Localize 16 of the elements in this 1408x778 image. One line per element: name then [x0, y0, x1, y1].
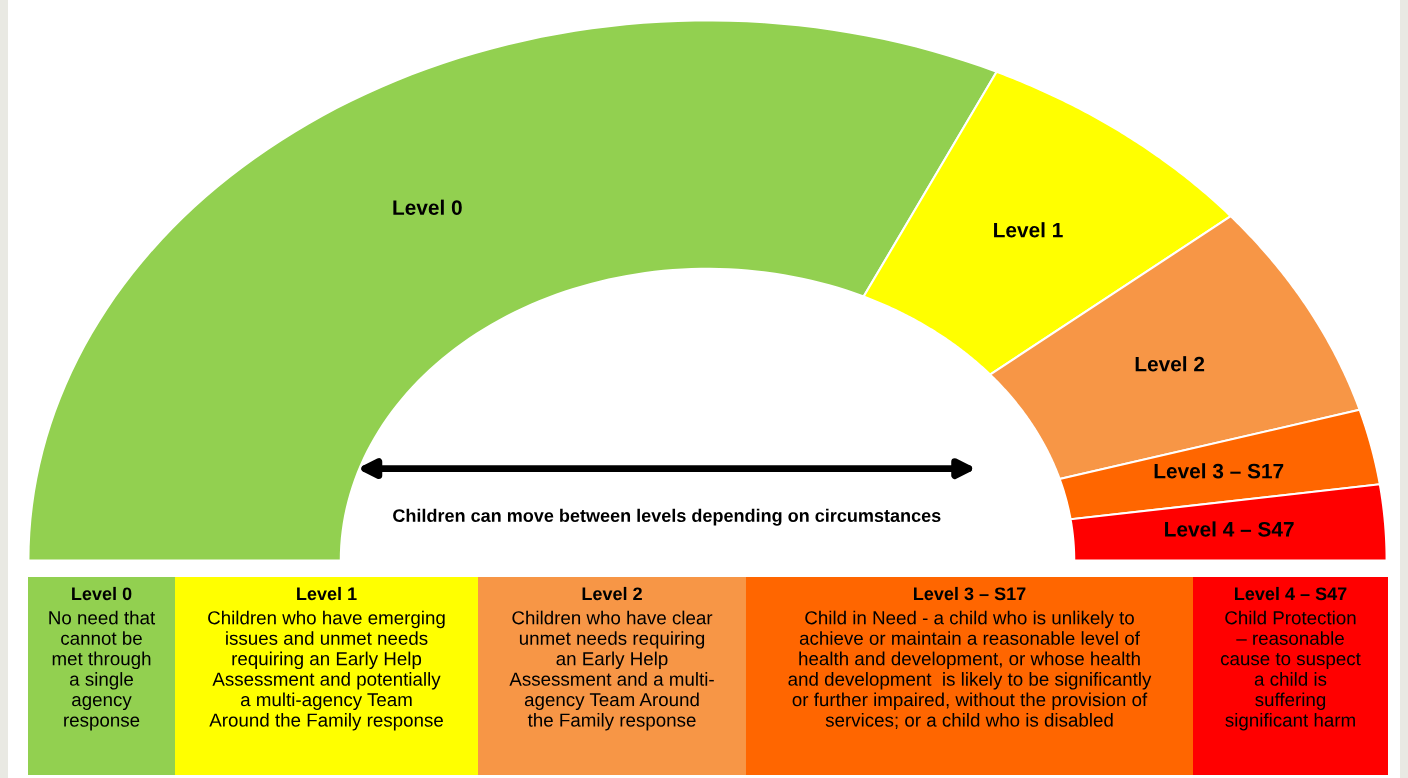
text: Child in Need - a child who is unlikely to achieve or maintain a reasonable level of health and development, or whose health and development is likely to be significantly or further impaired, without the provision of services; or a child who is disabled [788, 610, 1152, 729]
slice-label: Level 1 [994, 222, 1063, 238]
slice-label: Level 3 – S17 [914, 586, 1026, 601]
text: Children who have clear unmet needs requiring an Early Help Assessment and a multi- agency Team Around the Family response [509, 610, 714, 731]
slice-label: Level 4 – S47 [1165, 521, 1294, 537]
text: Children can move between levels depending on circumstances [393, 508, 941, 526]
slice-label: Level 3 – S17 [1154, 463, 1284, 479]
slice-label: Level 4 – S47 [1235, 586, 1347, 601]
category-label: Level 0 [72, 586, 132, 601]
text: Child Protection – reasonable cause to suspect a child is suffering significant harm [1220, 610, 1361, 731]
text: Children who have emerging issues and unmet needs requiring an Early Help Assessment and potentially a multi-agency Team Around the Family response [208, 610, 445, 731]
category-label: Level 2 [582, 586, 642, 601]
text: No need that cannot be met through a single agency response [49, 610, 156, 731]
category-label: Level 1 [297, 586, 357, 601]
slice-label: Level 0 [393, 199, 462, 215]
slice-label: Level 2 [1135, 356, 1205, 372]
